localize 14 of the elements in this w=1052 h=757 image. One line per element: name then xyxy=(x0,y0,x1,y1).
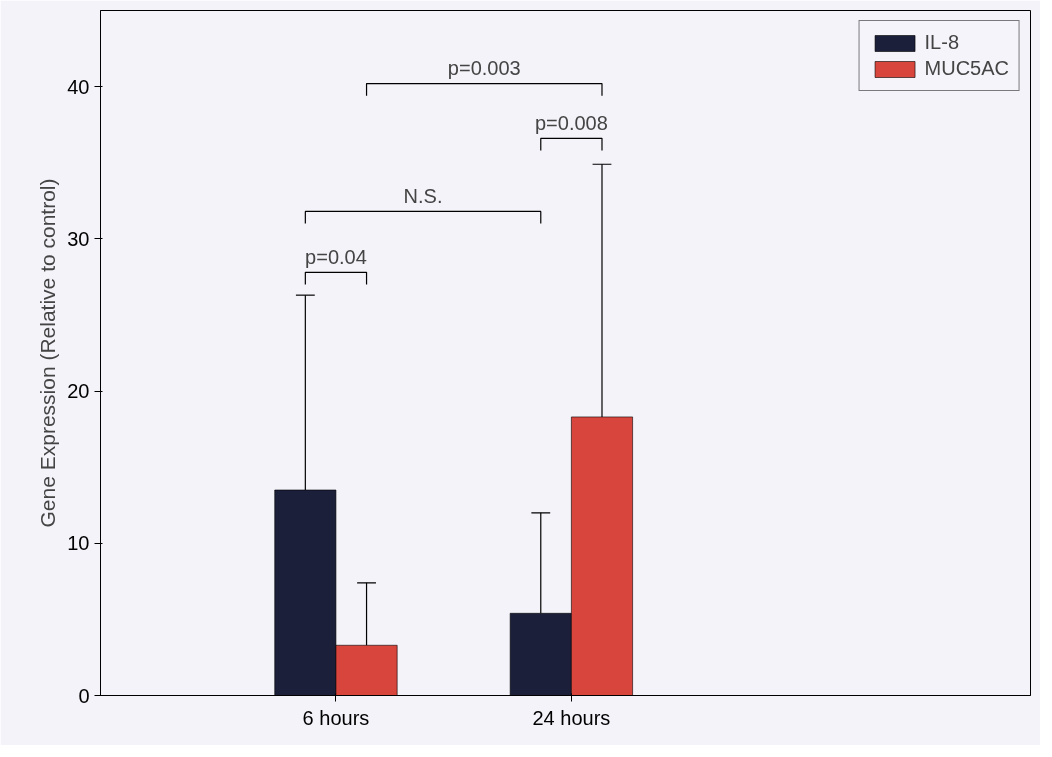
y-tick-label: 20 xyxy=(67,380,90,403)
annotation: p=0.04 xyxy=(305,245,367,268)
y-tick-label: 40 xyxy=(67,75,90,98)
x-tick-label: 24 hours xyxy=(532,706,611,729)
legend-label: IL-8 xyxy=(924,31,960,54)
annotation: N.S. xyxy=(403,184,443,207)
y-tick-label: 0 xyxy=(78,684,90,707)
y-tick-label: 10 xyxy=(67,532,90,555)
annotation: p=0.008 xyxy=(534,111,608,134)
x-tick-label: 6 hours xyxy=(302,706,370,729)
y-axis-title: Gene Expression (Relative to control) xyxy=(36,178,60,528)
y-tick-label: 30 xyxy=(67,227,90,250)
legend-label: MUC5AC xyxy=(924,57,1009,80)
annotation: p=0.003 xyxy=(447,57,521,79)
